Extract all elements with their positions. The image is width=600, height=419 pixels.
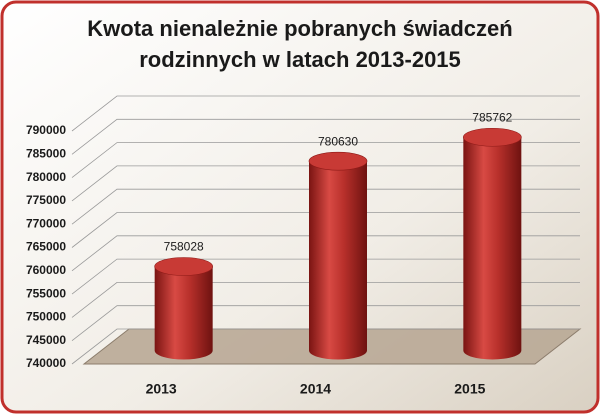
bar-top — [154, 257, 213, 276]
grid-line — [71, 95, 580, 132]
grid-line — [71, 305, 580, 342]
y-tick-label: 755000 — [26, 286, 66, 300]
grid-line — [71, 258, 580, 295]
bar — [463, 137, 522, 360]
bar-top — [463, 127, 522, 147]
y-tick-label: 740000 — [26, 356, 66, 370]
y-tick-label: 765000 — [26, 240, 66, 254]
grid-line — [71, 235, 580, 272]
x-tick-label: 2015 — [454, 381, 485, 397]
y-tick-label: 790000 — [26, 123, 66, 137]
y-tick-label: 745000 — [26, 333, 66, 347]
bar-top — [308, 151, 368, 171]
grid-line — [71, 188, 580, 225]
y-tick-label: 775000 — [26, 193, 66, 207]
grid-line — [71, 118, 580, 155]
grid-line — [71, 212, 580, 248]
grid-line — [71, 328, 580, 365]
y-tick-label: 785000 — [26, 146, 66, 160]
y-tick-label: 760000 — [26, 263, 66, 277]
y-tick-label: 750000 — [26, 310, 66, 324]
data-label: 785762 — [472, 110, 512, 124]
grid-line — [71, 142, 580, 178]
chart-title: rodzinnych w latach 2013-2015 — [139, 47, 461, 72]
x-tick-label: 2014 — [300, 381, 331, 397]
data-label: 758028 — [164, 240, 204, 254]
x-tick-label: 2013 — [146, 381, 177, 397]
chart-title: Kwota nienależnie pobranych świadczeń — [87, 16, 512, 41]
data-label: 780630 — [318, 134, 358, 148]
bar — [309, 161, 367, 360]
y-tick-label: 770000 — [26, 216, 66, 230]
y-tick-label: 780000 — [26, 170, 66, 184]
grid-line — [71, 165, 580, 202]
grid-line — [71, 281, 580, 318]
bar — [154, 266, 213, 360]
